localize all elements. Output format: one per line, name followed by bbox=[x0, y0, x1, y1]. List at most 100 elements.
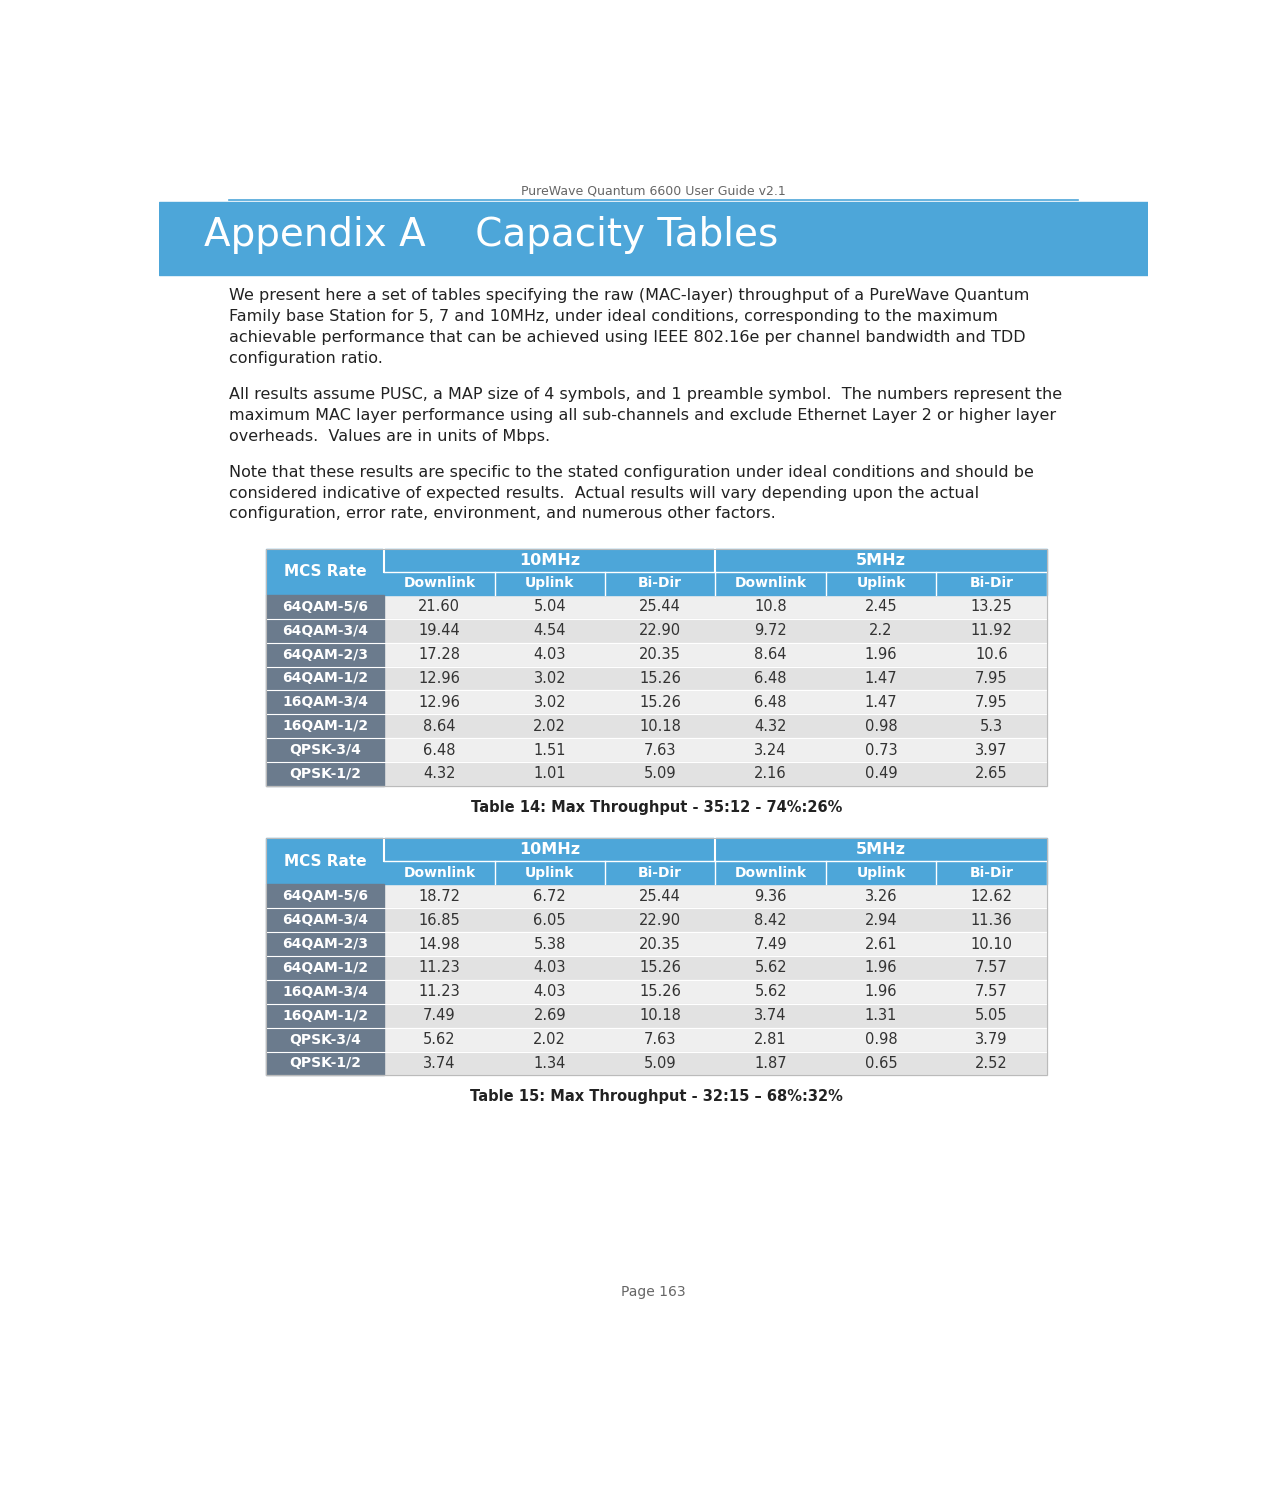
Text: 1.96: 1.96 bbox=[864, 960, 898, 975]
Text: 11.92: 11.92 bbox=[970, 623, 1012, 637]
Bar bbox=[384, 862, 495, 884]
Text: 7.57: 7.57 bbox=[975, 960, 1009, 975]
Text: 64QAM-1/2: 64QAM-1/2 bbox=[282, 672, 368, 685]
Bar bbox=[266, 884, 384, 908]
Text: 7.95: 7.95 bbox=[975, 695, 1007, 710]
Text: Uplink: Uplink bbox=[857, 866, 905, 880]
Text: QPSK-1/2: QPSK-1/2 bbox=[289, 1057, 361, 1070]
Bar bbox=[266, 838, 384, 884]
Text: 8.64: 8.64 bbox=[423, 719, 455, 734]
Text: 12.96: 12.96 bbox=[418, 695, 460, 710]
Text: 10.18: 10.18 bbox=[639, 719, 681, 734]
Text: 2.94: 2.94 bbox=[864, 912, 898, 927]
Bar bbox=[266, 1003, 384, 1028]
Bar bbox=[266, 594, 384, 618]
Text: 7.63: 7.63 bbox=[644, 743, 677, 758]
Text: 19.44: 19.44 bbox=[418, 623, 460, 637]
Text: 21.60: 21.60 bbox=[418, 599, 460, 614]
Text: 64QAM-3/4: 64QAM-3/4 bbox=[282, 914, 368, 927]
Text: QPSK-3/4: QPSK-3/4 bbox=[289, 1033, 361, 1046]
Text: MCS Rate: MCS Rate bbox=[284, 854, 366, 869]
Text: 5.62: 5.62 bbox=[423, 1033, 455, 1048]
Text: 6.48: 6.48 bbox=[423, 743, 455, 758]
Text: Table 14: Max Throughput - 35:12 - 74%:26%: Table 14: Max Throughput - 35:12 - 74%:2… bbox=[470, 799, 843, 814]
Text: Family base Station for 5, 7 and 10MHz, under ideal conditions, corresponding to: Family base Station for 5, 7 and 10MHz, … bbox=[230, 309, 998, 324]
Text: 10MHz: 10MHz bbox=[519, 843, 580, 857]
Text: maximum MAC layer performance using all sub-channels and exclude Ethernet Layer : maximum MAC layer performance using all … bbox=[230, 407, 1056, 424]
Text: 64QAM-1/2: 64QAM-1/2 bbox=[282, 961, 368, 975]
Bar bbox=[606, 572, 715, 594]
Text: 64QAM-5/6: 64QAM-5/6 bbox=[282, 600, 368, 614]
Text: Uplink: Uplink bbox=[525, 577, 575, 590]
Text: 7.49: 7.49 bbox=[755, 936, 787, 951]
Text: 2.61: 2.61 bbox=[864, 936, 898, 951]
Text: 2.81: 2.81 bbox=[755, 1033, 787, 1048]
Text: 5.09: 5.09 bbox=[644, 1057, 677, 1071]
Text: 16.85: 16.85 bbox=[418, 912, 460, 927]
Text: Bi-Dir: Bi-Dir bbox=[969, 866, 1014, 880]
Text: QPSK-3/4: QPSK-3/4 bbox=[289, 743, 361, 756]
Text: Page 163: Page 163 bbox=[621, 1285, 686, 1299]
Text: 3.97: 3.97 bbox=[975, 743, 1007, 758]
Text: Bi-Dir: Bi-Dir bbox=[969, 577, 1014, 590]
Bar bbox=[384, 715, 1047, 739]
Text: 10.8: 10.8 bbox=[755, 599, 787, 614]
Text: 0.73: 0.73 bbox=[864, 743, 898, 758]
Text: 1.51: 1.51 bbox=[533, 743, 566, 758]
Text: considered indicative of expected results.  Actual results will vary depending u: considered indicative of expected result… bbox=[230, 486, 979, 501]
Text: 12.96: 12.96 bbox=[418, 672, 460, 687]
Text: 1.47: 1.47 bbox=[864, 695, 898, 710]
Text: 11.23: 11.23 bbox=[418, 960, 460, 975]
Text: 4.54: 4.54 bbox=[533, 623, 566, 637]
Bar bbox=[266, 739, 384, 762]
Text: We present here a set of tables specifying the raw (MAC-layer) throughput of a P: We present here a set of tables specifyi… bbox=[230, 288, 1029, 303]
Text: Uplink: Uplink bbox=[857, 577, 905, 590]
Bar bbox=[266, 548, 1047, 786]
Text: configuration, error rate, environment, and numerous other factors.: configuration, error rate, environment, … bbox=[230, 507, 776, 522]
Bar bbox=[266, 1028, 384, 1052]
Bar bbox=[266, 618, 384, 642]
Text: 1.87: 1.87 bbox=[755, 1057, 787, 1071]
Text: 6.05: 6.05 bbox=[533, 912, 566, 927]
Bar bbox=[715, 862, 826, 884]
Bar bbox=[715, 548, 1047, 572]
Bar bbox=[384, 572, 495, 594]
Bar bbox=[266, 548, 384, 594]
Text: 16QAM-1/2: 16QAM-1/2 bbox=[282, 719, 368, 733]
Text: 12.62: 12.62 bbox=[970, 889, 1012, 903]
Text: 3.74: 3.74 bbox=[423, 1057, 455, 1071]
Text: 1.01: 1.01 bbox=[533, 767, 566, 782]
Bar bbox=[384, 618, 1047, 642]
Bar bbox=[384, 642, 1047, 667]
Text: 0.49: 0.49 bbox=[864, 767, 898, 782]
Text: 15.26: 15.26 bbox=[639, 960, 681, 975]
Text: MCS Rate: MCS Rate bbox=[284, 565, 366, 580]
Text: 3.24: 3.24 bbox=[755, 743, 787, 758]
Bar bbox=[826, 862, 936, 884]
Bar bbox=[384, 667, 1047, 691]
Text: 1.96: 1.96 bbox=[864, 646, 898, 663]
Text: 13.25: 13.25 bbox=[970, 599, 1012, 614]
Text: 15.26: 15.26 bbox=[639, 672, 681, 687]
Text: Note that these results are specific to the stated configuration under ideal con: Note that these results are specific to … bbox=[230, 465, 1034, 480]
Bar bbox=[266, 1052, 384, 1076]
Text: Uplink: Uplink bbox=[525, 866, 575, 880]
Text: 15.26: 15.26 bbox=[639, 695, 681, 710]
Text: 4.32: 4.32 bbox=[423, 767, 455, 782]
Text: 1.96: 1.96 bbox=[864, 984, 898, 999]
Text: 7.95: 7.95 bbox=[975, 672, 1007, 687]
Bar bbox=[384, 932, 1047, 955]
Text: 4.32: 4.32 bbox=[755, 719, 787, 734]
Text: 5MHz: 5MHz bbox=[856, 843, 907, 857]
Text: 3.74: 3.74 bbox=[755, 1008, 787, 1024]
Text: 0.65: 0.65 bbox=[864, 1057, 898, 1071]
Text: 25.44: 25.44 bbox=[639, 889, 681, 903]
Text: 10.18: 10.18 bbox=[639, 1008, 681, 1024]
Bar bbox=[159, 202, 1148, 275]
Text: 5.62: 5.62 bbox=[755, 960, 787, 975]
Text: 64QAM-2/3: 64QAM-2/3 bbox=[282, 648, 368, 661]
Text: 11.23: 11.23 bbox=[418, 984, 460, 999]
Text: 16QAM-3/4: 16QAM-3/4 bbox=[282, 985, 368, 999]
Text: 10MHz: 10MHz bbox=[519, 553, 580, 568]
Text: 5.3: 5.3 bbox=[980, 719, 1003, 734]
